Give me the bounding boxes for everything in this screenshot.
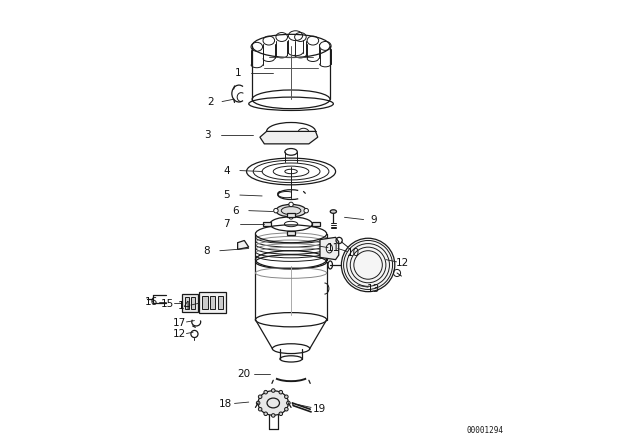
Bar	[262, 222, 271, 226]
Text: 1: 1	[234, 68, 241, 78]
Text: 8: 8	[203, 246, 210, 256]
Circle shape	[285, 395, 288, 399]
Text: 4: 4	[223, 166, 230, 176]
Text: 3: 3	[205, 130, 211, 140]
Polygon shape	[320, 237, 339, 260]
Text: 12: 12	[173, 329, 186, 340]
Text: 10: 10	[347, 248, 360, 258]
Polygon shape	[237, 241, 249, 250]
Circle shape	[304, 208, 308, 213]
Text: 19: 19	[312, 404, 326, 414]
Text: 7: 7	[223, 219, 230, 229]
Text: 20: 20	[237, 369, 251, 379]
Text: 9: 9	[370, 215, 377, 224]
Circle shape	[264, 390, 268, 394]
Bar	[185, 297, 189, 310]
Circle shape	[289, 202, 293, 207]
Circle shape	[259, 395, 262, 399]
Text: 12: 12	[396, 258, 409, 268]
Text: 18: 18	[219, 399, 232, 409]
Text: 00001294: 00001294	[466, 426, 503, 435]
Circle shape	[341, 238, 395, 292]
Circle shape	[259, 407, 262, 411]
Ellipse shape	[276, 204, 306, 217]
Bar	[202, 296, 208, 310]
Circle shape	[279, 412, 283, 416]
Text: 17: 17	[173, 318, 186, 328]
Text: 2: 2	[207, 97, 214, 107]
Bar	[312, 222, 319, 226]
Circle shape	[285, 407, 288, 411]
Text: 16: 16	[145, 297, 158, 307]
Text: 14: 14	[177, 302, 191, 311]
Text: 13: 13	[367, 284, 380, 293]
Bar	[182, 294, 198, 312]
Text: 11: 11	[327, 243, 340, 253]
Ellipse shape	[330, 210, 337, 213]
Circle shape	[279, 390, 283, 394]
Bar	[218, 296, 223, 310]
Circle shape	[287, 401, 290, 405]
Bar	[287, 231, 295, 235]
Circle shape	[274, 208, 278, 213]
Bar	[210, 296, 216, 310]
Bar	[287, 213, 295, 217]
Text: 5: 5	[223, 190, 230, 200]
Text: 6: 6	[232, 206, 239, 215]
Circle shape	[271, 414, 275, 417]
Circle shape	[289, 215, 293, 219]
Polygon shape	[260, 131, 318, 144]
Ellipse shape	[258, 391, 289, 415]
Circle shape	[271, 389, 275, 392]
Bar	[191, 297, 195, 310]
Bar	[199, 292, 226, 313]
Circle shape	[257, 401, 260, 405]
Circle shape	[264, 412, 268, 416]
Text: 15: 15	[161, 299, 174, 309]
